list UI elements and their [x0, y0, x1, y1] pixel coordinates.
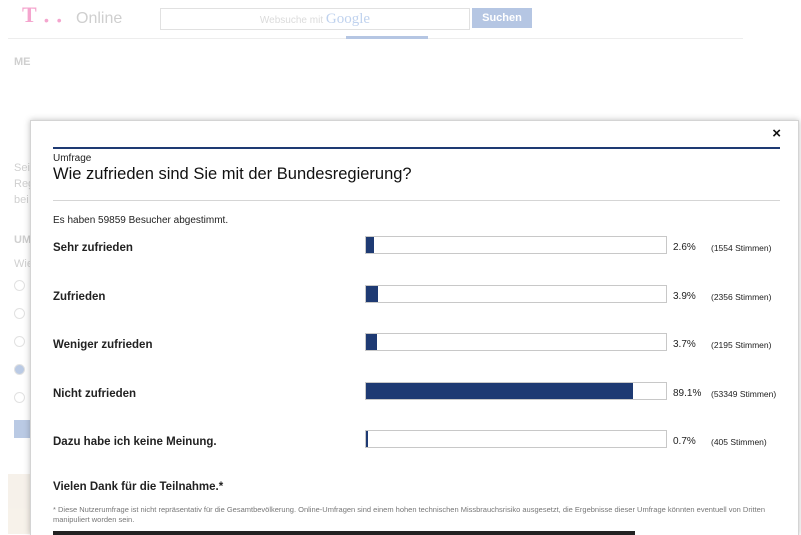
thanks-message: Vielen Dank für die Teilnahme.* — [53, 481, 224, 493]
poll-results-modal: × Umfrage Wie zufrieden sind Sie mit der… — [30, 120, 799, 535]
disclaimer-text: * Diese Nutzerumfrage ist nicht repräsen… — [53, 505, 766, 524]
result-row: Sehr zufrieden 2.6% (1554 Stimmen) — [53, 236, 783, 263]
bg-vote-button[interactable] — [14, 420, 32, 438]
bg-radio[interactable] — [14, 364, 25, 375]
bg-radio[interactable] — [14, 392, 25, 403]
option-label: Weniger zufrieden — [53, 339, 153, 351]
search-button[interactable]: Suchen — [472, 8, 532, 28]
option-label: Nicht zufrieden — [53, 388, 137, 400]
bg-photo — [8, 474, 34, 534]
voter-count: Es haben 59859 Besucher abgestimmt. — [53, 215, 229, 226]
site-header: T • • Online Websuche mit Google Suchen — [8, 0, 743, 39]
option-percent: 3.7% — [673, 339, 696, 350]
sidebar-snippet: Wie — [14, 258, 33, 270]
sidebar-snippet: ME — [14, 56, 31, 68]
sidebar-snippet: Seit — [14, 162, 33, 174]
bg-radio[interactable] — [14, 280, 25, 291]
option-votes: (53349 Stimmen) — [711, 389, 777, 399]
poll-kicker: Umfrage — [53, 153, 92, 164]
result-bar — [365, 236, 667, 254]
option-percent: 3.9% — [673, 291, 696, 302]
option-percent: 0.7% — [673, 436, 696, 447]
logo-dots-icon: • • — [44, 12, 64, 28]
telekom-logo-icon[interactable]: T — [22, 2, 37, 27]
result-bar — [365, 382, 667, 400]
result-bar — [365, 430, 667, 448]
result-row: Weniger zufrieden 3.7% (2195 Stimmen) — [53, 333, 783, 360]
sidebar-snippet: UM — [14, 234, 32, 246]
bg-radio[interactable] — [14, 336, 25, 347]
result-row: Zufrieden 3.9% (2356 Stimmen) — [53, 285, 783, 312]
result-bar — [365, 333, 667, 351]
option-votes: (2356 Stimmen) — [711, 292, 772, 302]
option-percent: 2.6% — [673, 242, 696, 253]
bg-radio[interactable] — [14, 308, 25, 319]
option-percent: 89.1% — [673, 388, 702, 399]
option-label: Sehr zufrieden — [53, 242, 133, 254]
result-bar-fill — [366, 431, 369, 447]
result-bar-fill — [366, 286, 378, 302]
google-brand: Google — [325, 11, 371, 27]
result-bar-fill — [366, 383, 634, 399]
option-votes: (2195 Stimmen) — [711, 340, 772, 350]
logo-text: Online — [76, 10, 123, 27]
result-bar — [365, 285, 667, 303]
close-icon[interactable]: × — [772, 125, 781, 142]
option-label: Zufrieden — [53, 291, 106, 303]
sidebar-snippet: Reg — [14, 178, 35, 190]
result-row: Nicht zufrieden 89.1% (53349 Stimmen) — [53, 382, 783, 409]
search-placeholder: Websuche mit — [259, 15, 324, 26]
result-bar-fill — [366, 237, 374, 253]
result-bar-fill — [366, 334, 378, 350]
option-votes: (405 Stimmen) — [711, 437, 767, 447]
option-label: Dazu habe ich keine Meinung. — [53, 436, 217, 448]
result-row: Dazu habe ich keine Meinung. 0.7% (405 S… — [53, 430, 783, 457]
divider — [53, 200, 780, 201]
content-strip — [53, 531, 635, 535]
header-rule — [53, 147, 780, 149]
option-votes: (1554 Stimmen) — [711, 243, 772, 253]
poll-question: Wie zufrieden sind Sie mit der Bundesreg… — [53, 165, 412, 183]
sidebar-snippet: bei — [14, 194, 29, 206]
nav-underline — [346, 36, 428, 39]
web-search-input[interactable]: Websuche mit Google — [160, 8, 470, 30]
